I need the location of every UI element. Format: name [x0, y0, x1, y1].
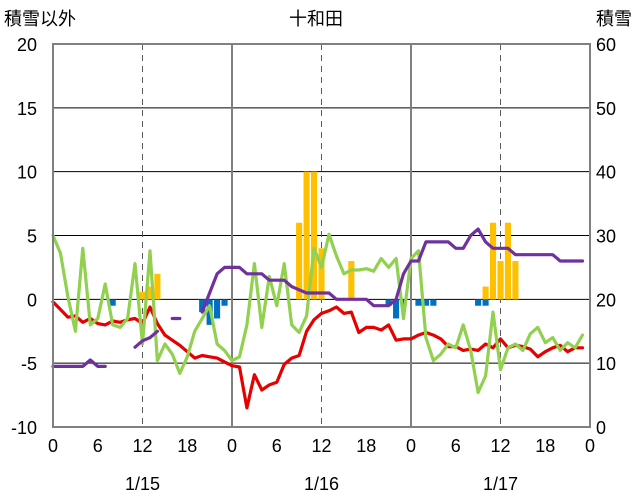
date-label: 1/17	[483, 474, 518, 494]
series-line-purple	[133, 329, 159, 349]
bars	[109, 171, 519, 325]
x-tick-label: 0	[406, 436, 416, 456]
lines	[51, 227, 585, 410]
x-tick-label: 18	[535, 436, 555, 456]
x-tick-label: 18	[356, 436, 376, 456]
left-tick-label: -10	[11, 418, 37, 438]
bar-negative	[400, 299, 407, 306]
x-tick-label: 12	[490, 436, 510, 456]
x-tick-label: 12	[311, 436, 331, 456]
x-tick-label: 6	[451, 436, 461, 456]
bar-negative	[393, 299, 400, 319]
series-line-purple	[51, 358, 107, 368]
bar-positive	[296, 222, 303, 300]
bar-positive	[348, 261, 355, 300]
bar-positive	[482, 286, 489, 300]
bar-positive	[497, 261, 504, 300]
right-tick-label: 40	[596, 163, 616, 183]
bar-negative	[199, 299, 206, 313]
bar-positive	[310, 171, 318, 300]
series-line-red	[51, 300, 585, 410]
bar-negative	[214, 299, 221, 319]
x-tick-label: 12	[132, 436, 152, 456]
right-tick-label: 20	[596, 290, 616, 310]
x-tick-label: 0	[227, 436, 237, 456]
bar-negative	[475, 299, 482, 306]
left-tick-label: 20	[17, 35, 37, 55]
bar-negative	[430, 299, 437, 306]
left-tick-label: -5	[21, 354, 37, 374]
bar-negative	[109, 299, 116, 306]
left-axis-title: 積雪以外	[4, 9, 76, 30]
right-tick-label: 10	[596, 354, 616, 374]
x-tick-label: 6	[93, 436, 103, 456]
right-axis-title: 積雪	[596, 9, 632, 30]
plot-frame	[52, 43, 591, 428]
left-tick-label: 5	[27, 227, 37, 247]
bar-positive	[303, 171, 310, 300]
bar-negative	[422, 299, 429, 306]
series-line-green	[51, 232, 585, 395]
bar-negative	[385, 299, 392, 306]
bar-positive	[154, 273, 161, 300]
bar-positive	[318, 248, 325, 300]
series-line-purple	[200, 227, 585, 314]
plot-border	[52, 43, 591, 428]
date-label: 1/16	[304, 474, 339, 494]
right-tick-label: 60	[596, 35, 616, 55]
bar-positive	[139, 291, 146, 300]
left-tick-label: 15	[17, 99, 37, 119]
bar-positive	[489, 222, 497, 300]
x-tick-label: 6	[272, 436, 282, 456]
right-tick-label: 30	[596, 227, 616, 247]
right-tick-label: 50	[596, 99, 616, 119]
bar-negative	[415, 299, 422, 306]
x-tick-label: 0	[585, 436, 595, 456]
bar-negative	[221, 299, 228, 306]
bar-negative	[482, 299, 489, 306]
bar-positive	[512, 261, 519, 300]
bar-positive	[504, 222, 512, 300]
bar-positive	[146, 286, 154, 300]
left-tick-label: 10	[17, 163, 37, 183]
left-tick-label: 0	[27, 290, 37, 310]
x-tick-label: 0	[48, 436, 58, 456]
x-tick-label: 18	[177, 436, 197, 456]
date-label: 1/15	[125, 474, 160, 494]
right-tick-label: 0	[596, 418, 606, 438]
chart-title: 十和田	[289, 9, 343, 30]
